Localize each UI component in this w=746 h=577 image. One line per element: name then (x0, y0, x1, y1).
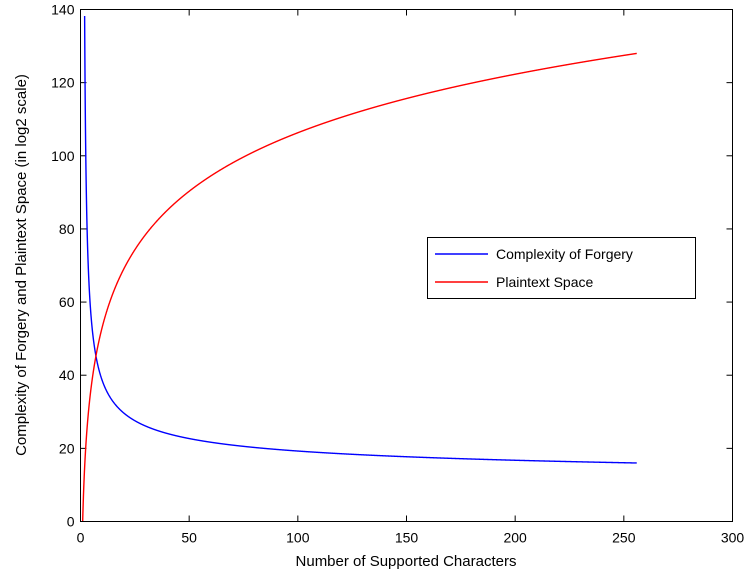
y-tick-label: 120 (51, 75, 75, 91)
y-tick-label: 140 (51, 2, 75, 18)
y-axis-label: Complexity of Forgery and Plaintext Spac… (13, 74, 30, 456)
legend-box (427, 237, 696, 299)
x-tick-label: 200 (503, 530, 527, 546)
x-tick-label: 250 (612, 530, 636, 546)
x-tick-label: 300 (721, 530, 745, 546)
x-tick-label: 0 (77, 530, 85, 546)
y-tick-label: 20 (59, 440, 75, 456)
y-tick-label: 40 (59, 367, 75, 383)
y-tick-label: 0 (67, 514, 75, 530)
x-axis-label: Number of Supported Characters (296, 553, 517, 570)
x-tick-label: 100 (286, 530, 310, 546)
axis-ticks: 0 50 100 150 200 250 300 0 20 40 60 80 100 120 140 (51, 2, 744, 546)
plot-frame (80, 9, 733, 522)
legend: Complexity of Forgery Plaintext Space (427, 237, 696, 299)
series-line-plaintext-space (81, 52, 637, 522)
legend-label-complexity-of-forgery: Complexity of Forgery (496, 246, 633, 262)
legend-label-plaintext-space: Plaintext Space (496, 274, 593, 290)
series-lines (81, 15, 637, 522)
series-line-complexity-of-forgery (83, 15, 637, 464)
y-tick-label: 100 (51, 148, 75, 164)
y-tick-label: 80 (59, 221, 75, 237)
x-tick-label: 50 (181, 530, 197, 546)
x-tick-label: 150 (395, 530, 419, 546)
y-tick-label: 60 (59, 294, 75, 310)
